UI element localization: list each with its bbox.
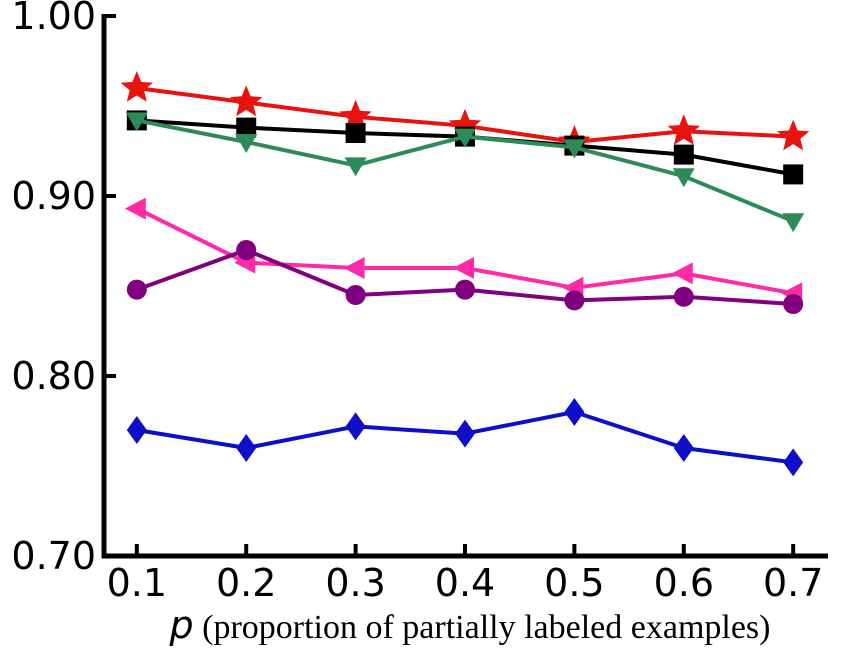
series-4-point-2 [345,285,366,305]
series-4-point-4 [564,290,585,311]
series-1-point-5 [673,144,694,165]
x-axis-title-text: (proportion of partially labeled example… [194,609,771,646]
series-1-point-2 [345,123,366,143]
series-3-point-5 [671,262,693,285]
series-4-point-3 [455,279,475,300]
series-1-point-6 [783,164,804,185]
series-2-point-3 [454,128,476,148]
x-ticks: 0.1 0.2 0.3 0.4 0.5 0.6 0.7 [107,544,823,605]
series-5-point-5 [673,434,694,462]
y-tick-label-2: 0.90 [11,174,96,218]
series-0-point-1 [230,85,263,117]
series-0-point-3 [448,108,482,140]
series-3-point-3 [453,257,474,279]
series-1-point-1 [236,117,257,138]
series-0-point-0 [120,71,153,102]
series-5-point-3 [455,419,475,448]
series-3-point-2 [343,257,365,279]
series-2-point-0 [125,112,148,132]
series-2-point-4 [563,139,586,159]
y-tick-label-3: 1.00 [11,0,96,38]
x-axis-title-var: p [169,603,194,647]
x-tick-label-4: 0.5 [544,561,604,605]
series-0-point-6 [777,119,810,151]
series-2-point-1 [235,134,258,153]
series-5-point-2 [345,412,366,441]
y-tick-label-1: 0.80 [11,354,96,398]
series-4-circle [126,240,804,314]
series-4-point-5 [673,286,694,307]
series-5-diamond [126,398,804,477]
series-4-point-1 [236,240,257,260]
x-tick-label-0: 0.1 [107,561,167,605]
series-2-point-6 [782,213,805,233]
series-2-point-2 [344,157,367,177]
series-0-point-5 [667,114,700,145]
series-3-triangle-left [124,197,803,305]
series-3-point-0 [124,197,146,220]
x-tick-label-5: 0.6 [654,561,714,605]
x-axis-title: p (proportion of partially labeled examp… [169,603,771,647]
series-5-point-0 [126,416,147,444]
series-5-point-1 [236,434,257,462]
x-tick-label-2: 0.3 [325,561,385,605]
x-tick-label-3: 0.4 [435,561,495,605]
y-tick-label-0: 0.70 [11,534,96,578]
x-tick-label-6: 0.7 [763,561,823,605]
series-5-point-6 [783,448,804,477]
series-4-point-0 [126,279,147,300]
series-4-point-6 [783,294,804,314]
series-0-point-2 [339,99,372,131]
y-ticks: 0.70 0.80 0.90 1.00 [11,0,116,578]
series-2-point-5 [672,168,695,188]
series-layer [120,71,810,477]
x-tick-label-1: 0.2 [216,561,276,605]
series-5-point-4 [564,398,585,426]
series-2-triangle-down [125,112,805,233]
